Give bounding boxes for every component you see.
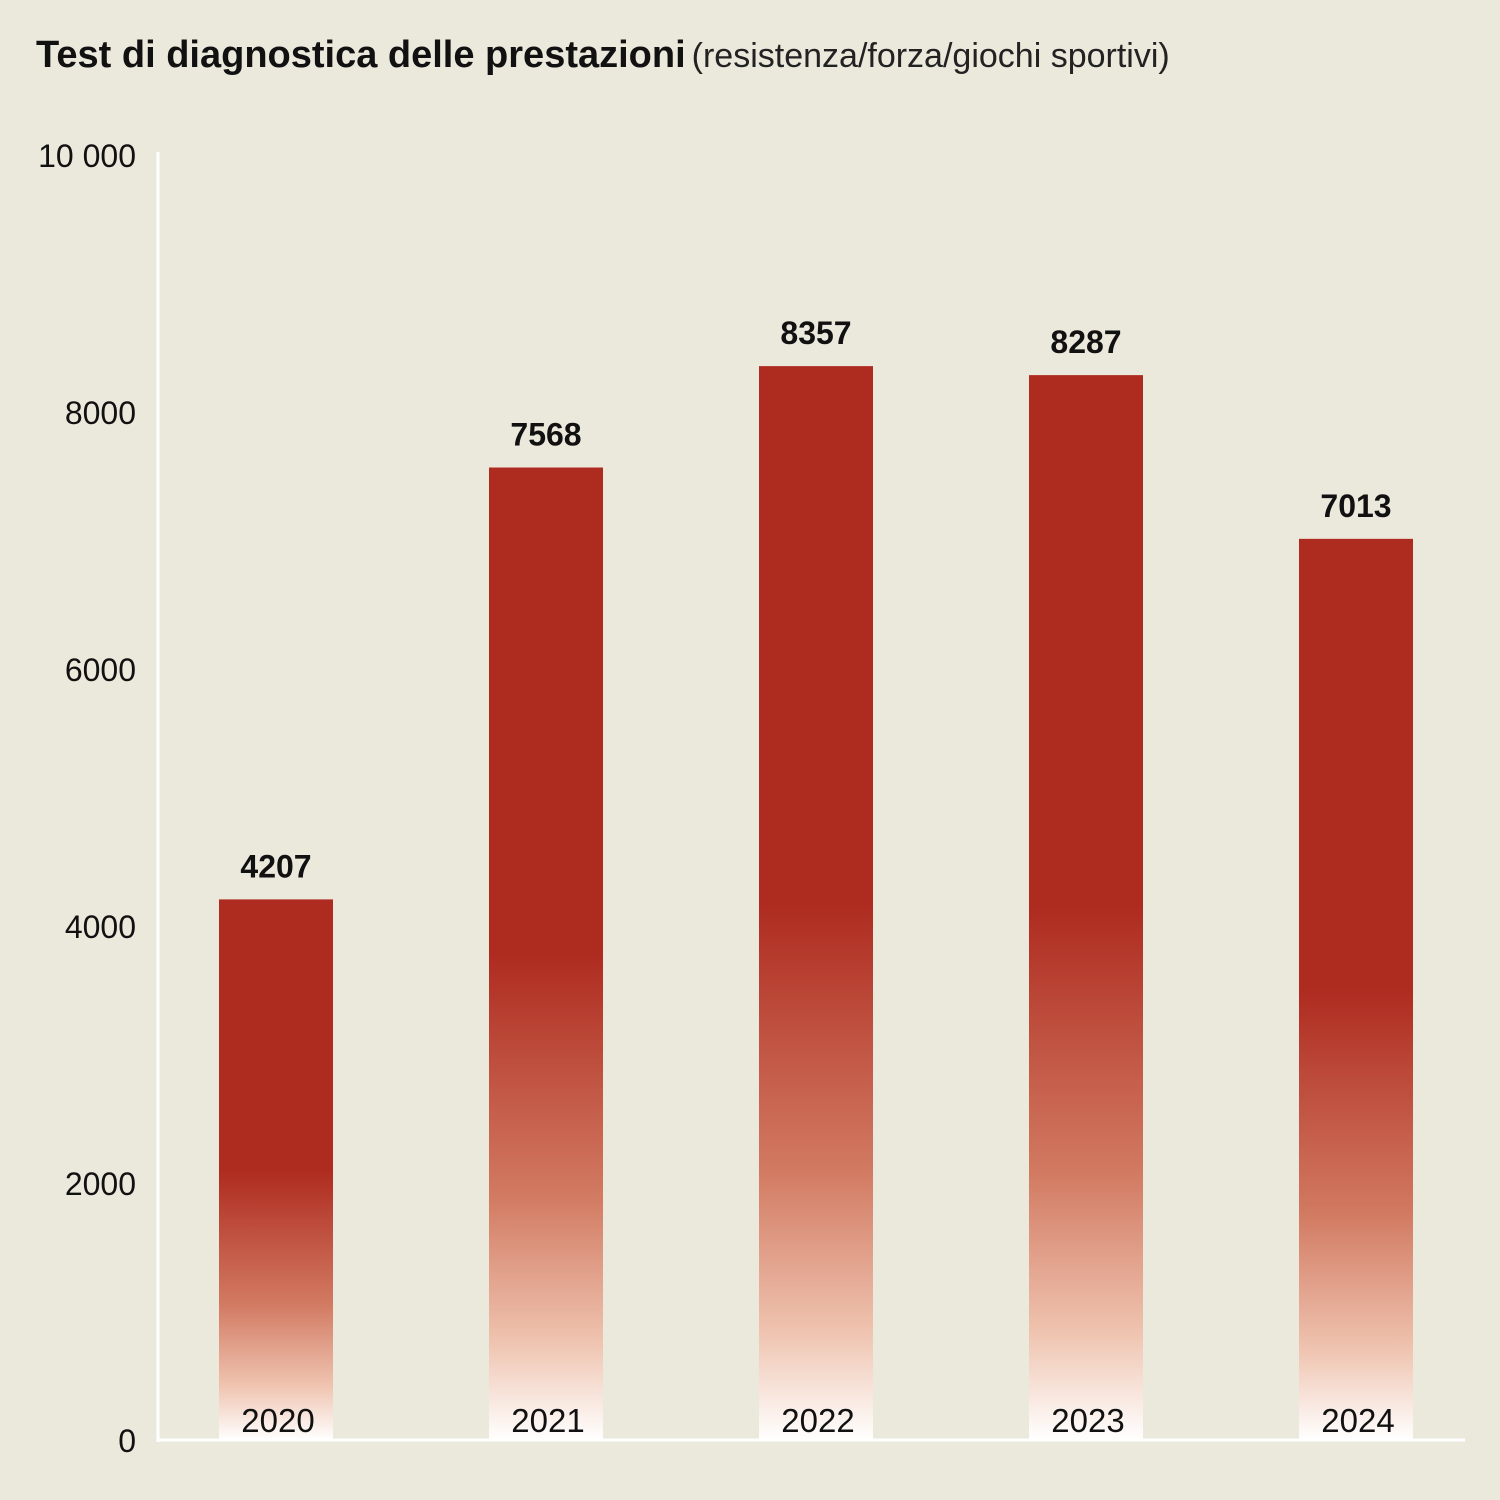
y-tick-label-6000: 6000 — [65, 652, 136, 688]
data-label-2022: 8357 — [780, 315, 851, 351]
y-tick-label-4000: 4000 — [65, 909, 136, 945]
y-tick-label-0: 0 — [118, 1423, 136, 1459]
bar-2020 — [219, 899, 333, 1440]
data-label-2020: 4207 — [240, 848, 311, 884]
data-label-2024: 7013 — [1320, 488, 1391, 524]
y-tick-label-2000: 2000 — [65, 1166, 136, 1202]
chart-subtitle: (resistenza/forza/giochi sportivi) — [691, 37, 1170, 75]
x-tick-label-2020: 2020 — [241, 1402, 314, 1439]
y-tick-label-8000: 8000 — [65, 395, 136, 431]
bar-2023 — [1029, 375, 1143, 1441]
x-tick-label-2023: 2023 — [1051, 1402, 1124, 1439]
data-label-2021: 7568 — [510, 417, 581, 453]
bar-2024 — [1299, 538, 1413, 1440]
x-tick-label-2022: 2022 — [781, 1402, 854, 1439]
y-tick-label-10000: 10 000 — [38, 138, 136, 174]
x-tick-label-2021: 2021 — [511, 1402, 584, 1439]
chart-title-block: Test di diagnostica delle prestazioni (re… — [36, 34, 1170, 77]
bar-2022 — [759, 366, 873, 1440]
x-tick-label-2024: 2024 — [1321, 1402, 1394, 1439]
bar-2021 — [489, 467, 603, 1441]
data-label-2023: 8287 — [1050, 324, 1121, 360]
chart-title: Test di diagnostica delle prestazioni — [36, 34, 686, 76]
